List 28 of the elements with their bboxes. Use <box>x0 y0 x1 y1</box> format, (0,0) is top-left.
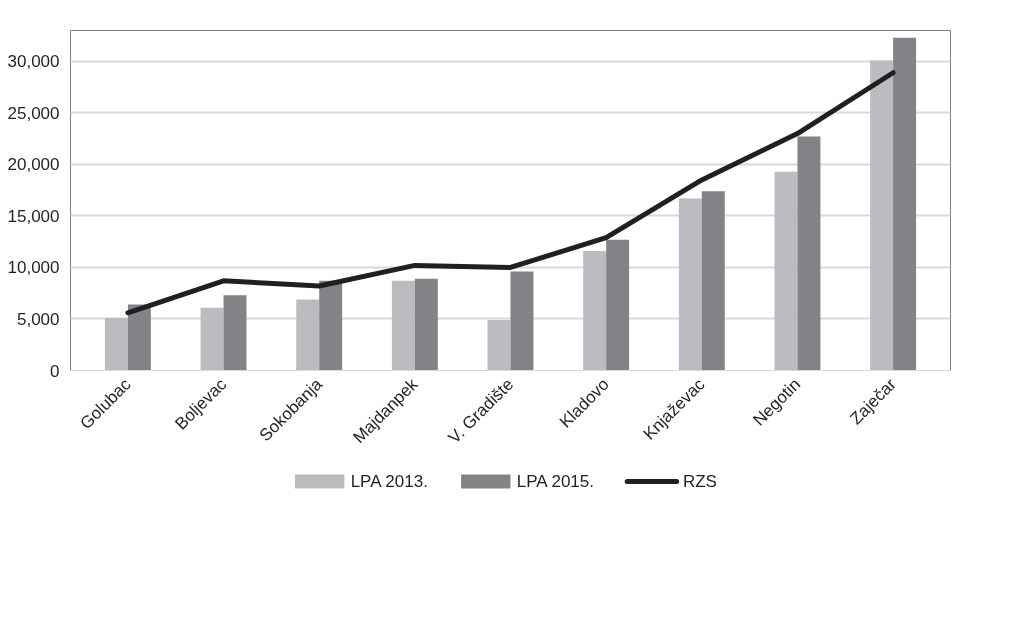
bar <box>223 295 247 371</box>
y-tick-label: 15,000 <box>7 206 60 226</box>
legend-label: LPA 2013. <box>350 472 428 491</box>
y-tick-label: 20,000 <box>7 155 60 175</box>
bar <box>200 307 224 371</box>
legend-label: RZS <box>682 472 717 491</box>
bar <box>870 60 894 371</box>
y-tick-label: 0 <box>50 361 60 381</box>
bar <box>319 280 343 371</box>
bar <box>774 171 798 371</box>
y-tick-label: 5,000 <box>16 309 60 329</box>
bar <box>414 278 438 371</box>
legend-label: LPA 2015. <box>516 472 594 491</box>
bar <box>678 198 702 371</box>
y-tick-label: 10,000 <box>7 258 60 278</box>
bar <box>391 280 415 371</box>
bar <box>296 299 320 371</box>
bar <box>893 37 917 371</box>
y-tick-label: 25,000 <box>7 103 60 123</box>
bar <box>701 191 725 371</box>
bar <box>510 271 534 371</box>
bar <box>104 317 128 371</box>
bar <box>127 304 151 371</box>
bar <box>606 239 630 371</box>
y-tick-label: 30,000 <box>7 52 60 72</box>
bar <box>797 136 821 371</box>
bar <box>487 320 511 371</box>
bar <box>583 250 607 371</box>
